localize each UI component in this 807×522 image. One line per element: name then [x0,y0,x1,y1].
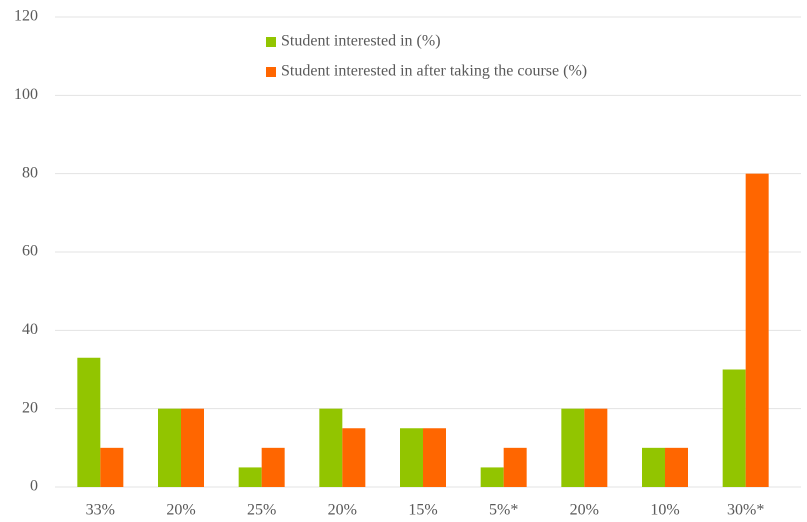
y-tick-label: 100 [14,86,38,103]
x-tick-label: 20% [166,502,195,519]
bar [400,428,423,487]
y-tick-label: 40 [22,321,38,338]
legend-label: Student interested in after taking the c… [281,63,587,80]
y-tick-label: 0 [30,478,38,495]
y-tick-label: 80 [22,164,38,181]
y-tick-label: 60 [22,243,38,260]
bar [77,357,101,487]
bar [480,467,504,487]
bar [745,173,769,487]
bar [722,369,746,487]
x-tick-label: 25% [247,502,276,519]
y-tick-label: 120 [14,8,38,25]
bar [319,408,343,487]
bar [665,447,688,487]
x-tick-label: 5%* [489,502,518,519]
bar [181,408,204,487]
x-tick-label: 15% [408,502,437,519]
legend-swatch [266,37,276,47]
x-tick-label: 33% [86,502,115,519]
bar [100,447,124,487]
bar [503,447,527,487]
x-tick-label: 30%* [727,502,764,519]
bar [584,408,608,487]
x-tick-label: 10% [650,502,679,519]
bar [561,408,585,487]
bar [261,447,285,487]
bar [158,408,181,487]
legend-label: Student interested in (%) [281,33,441,50]
x-tick-label: 20% [570,502,599,519]
bar [238,467,262,487]
legend-swatch [266,67,276,77]
x-tick-label: 20% [328,502,357,519]
y-tick-label: 20 [22,399,38,416]
bar [423,428,446,487]
bar [642,447,665,487]
bar [342,428,366,487]
